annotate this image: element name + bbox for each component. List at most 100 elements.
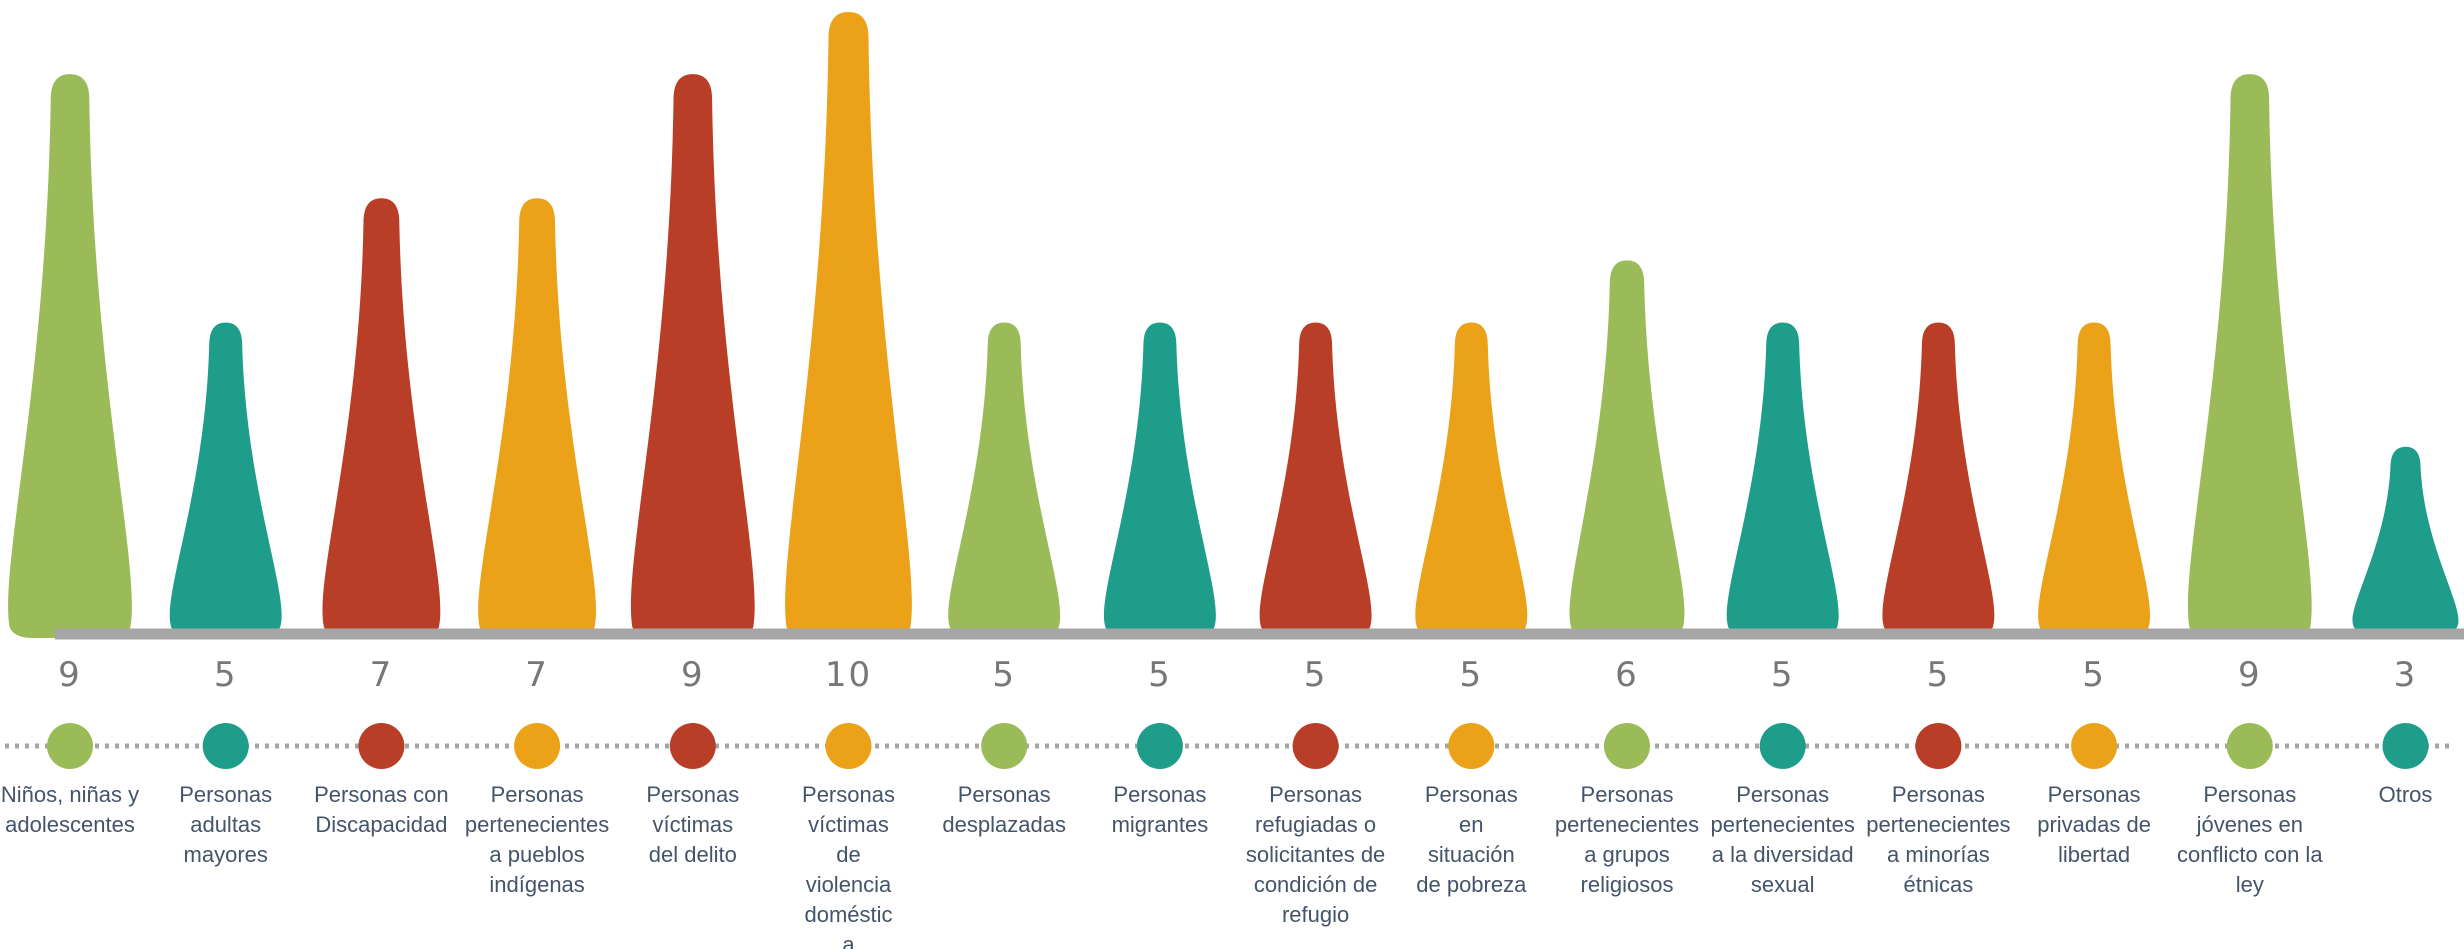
dot-personas-victimas-del-delito [669,723,716,769]
bar-personas-en-situacion-de-pobreza [1415,322,1528,638]
category-label-line: en [1459,812,1483,837]
category-label-line: pertenecientes [465,812,609,837]
bar-personas-privadas-de-libertad [2038,322,2151,638]
value-label-personas-pertenecientes-a-pueblos-indigenas: 7 [525,655,549,695]
value-label-personas-refugiadas-o-solicitantes-de-condicion-de-refugio: 5 [1304,655,1328,695]
bar-personas-adultas-mayores [169,322,282,638]
bar-personas-victimas-de-violencia-domestica [785,12,912,638]
value-label-personas-pertenecientes-a-la-diversidad-sexual: 5 [1771,655,1795,695]
category-label-line: Personas [1113,782,1206,807]
dot-personas-privadas-de-libertad [2071,723,2118,769]
dot-personas-pertenecientes-a-minorias-etnicas [1915,723,1962,769]
category-label-line: jóvenes en [2196,812,2303,837]
value-label-ninos-ninas-y-adolescentes: 9 [58,655,82,695]
dot-otros [2382,723,2429,769]
category-label-line: condición de [1254,872,1378,897]
category-label-line: solicitantes de [1246,842,1385,867]
category-label-line: Personas [491,782,584,807]
value-label-otros: 3 [2394,655,2418,695]
category-label-personas-pertenecientes-a-grupos-religiosos: Personas pertenecientes a grupos religiosos [1555,782,1699,897]
category-label-personas-pertenecientes-a-la-diversidad-sexual: Personas pertenecientes a la diversidad sex… [1711,782,1855,897]
bars-group [8,12,2459,639]
category-label-line: étnicas [1904,872,1974,897]
category-label-personas-desplazadas: Personas desplazadas [942,782,1066,837]
category-label-line: libertad [2058,842,2130,867]
dot-personas-pertenecientes-a-la-diversidad-sexual [1759,723,1806,769]
category-label-line: pertenecientes [1866,812,2010,837]
value-label-personas-jovenes-en-conflicto-con-la-ley: 9 [2238,655,2262,695]
category-label-ninos-ninas-y-adolescentes: Niños, niñas y adolescentes [1,782,139,837]
category-label-line: Personas [1892,782,1985,807]
category-label-line: violencia [806,872,892,897]
value-label-personas-victimas-del-delito: 9 [681,655,705,695]
category-label-line: pertenecientes [1711,812,1855,837]
category-label-personas-migrantes: Personas migrantes [1112,782,1209,837]
category-dots-group [47,723,2429,769]
bar-personas-pertenecientes-a-la-diversidad-sexual [1726,322,1839,638]
category-label-line: conflicto con la [2177,842,2323,867]
category-label-line: refugiadas o [1255,812,1376,837]
category-label-personas-jovenes-en-conflicto-con-la-ley: Personas jóvenes en conflicto con la ley [2177,782,2323,897]
dot-personas-desplazadas [981,723,1028,769]
category-label-line: Personas [802,782,895,807]
bar-personas-pertenecientes-a-pueblos-indigenas [478,198,597,639]
value-label-personas-en-situacion-de-pobreza: 5 [1459,655,1483,695]
bar-ninos-ninas-y-adolescentes [8,74,132,639]
category-label-line: a grupos [1584,842,1670,867]
dot-personas-jovenes-en-conflicto-con-la-ley [2226,723,2273,769]
category-label-line: de pobreza [1416,872,1527,897]
category-label-line: Personas [1425,782,1518,807]
category-label-line: a la diversidad [1712,842,1854,867]
category-label-personas-con-discapacidad: Personas con Discapacidad [314,782,449,837]
bar-personas-con-discapacidad [322,198,441,639]
category-label-line: Otros [2379,782,2433,807]
category-label-line: a pueblos [489,842,584,867]
category-label-personas-privadas-de-libertad: Personas privadas de libertad [2037,782,2151,867]
category-label-personas-en-situacion-de-pobreza: Personas en situación de pobreza [1416,782,1527,897]
value-label-personas-desplazadas: 5 [992,655,1016,695]
category-label-line: adolescentes [5,812,135,837]
category-label-line: víctimas [652,812,733,837]
category-label-line: Niños, niñas y [1,782,139,807]
category-label-personas-refugiadas-o-solicitantes-de-condicion-de-refugio: Personas refugiadas o solicitantes de condi… [1246,782,1385,927]
value-label-personas-con-discapacidad: 7 [370,655,394,695]
category-label-personas-victimas-del-delito: Personas víctimas del delito [646,782,739,867]
bar-personas-migrantes [1103,322,1216,638]
bar-personas-desplazadas [948,322,1061,638]
category-label-line: a [842,932,855,949]
category-label-line: religiosos [1581,872,1674,897]
category-label-line: situación [1428,842,1515,867]
dot-personas-con-discapacidad [358,723,405,769]
category-label-line: Personas [1269,782,1362,807]
category-label-line: privadas de [2037,812,2151,837]
category-label-line: Personas [2048,782,2141,807]
bar-personas-pertenecientes-a-minorias-etnicas [1882,322,1995,638]
dot-personas-migrantes [1136,723,1183,769]
value-label-personas-pertenecientes-a-minorias-etnicas: 5 [1927,655,1951,695]
category-label-line: Discapacidad [315,812,447,837]
category-label-line: indígenas [489,872,584,897]
dot-personas-pertenecientes-a-grupos-religiosos [1604,723,1650,769]
category-label-otros: Otros [2379,782,2433,807]
category-label-line: adultas [190,812,261,837]
category-label-line: Personas con [314,782,449,807]
bar-personas-refugiadas-o-solicitantes-de-condicion-de-refugio [1259,322,1372,638]
category-label-line: Personas [646,782,739,807]
category-label-line: del delito [649,842,737,867]
value-label-personas-privadas-de-libertad: 5 [2082,655,2106,695]
bar-personas-jovenes-en-conflicto-con-la-ley [2187,74,2312,639]
category-label-line: mayores [184,842,268,867]
category-label-personas-pertenecientes-a-minorias-etnicas: Personas pertenecientes a minorías étnicas [1866,782,2010,897]
bar-personas-victimas-del-delito [630,74,755,639]
category-label-line: víctimas [808,812,889,837]
category-label-personas-victimas-de-violencia-domestica: Personas víctimas de violencia doméstic a [802,782,895,949]
category-label-line: Personas [179,782,272,807]
dot-personas-adultas-mayores [202,723,249,769]
category-label-line: de [836,842,860,867]
category-label-line: Personas [958,782,1051,807]
category-label-line: desplazadas [942,812,1066,837]
category-label-personas-adultas-mayores: Personas adultas mayores [179,782,272,867]
bar-otros [2352,446,2459,638]
dot-personas-victimas-de-violencia-domestica [825,723,872,769]
